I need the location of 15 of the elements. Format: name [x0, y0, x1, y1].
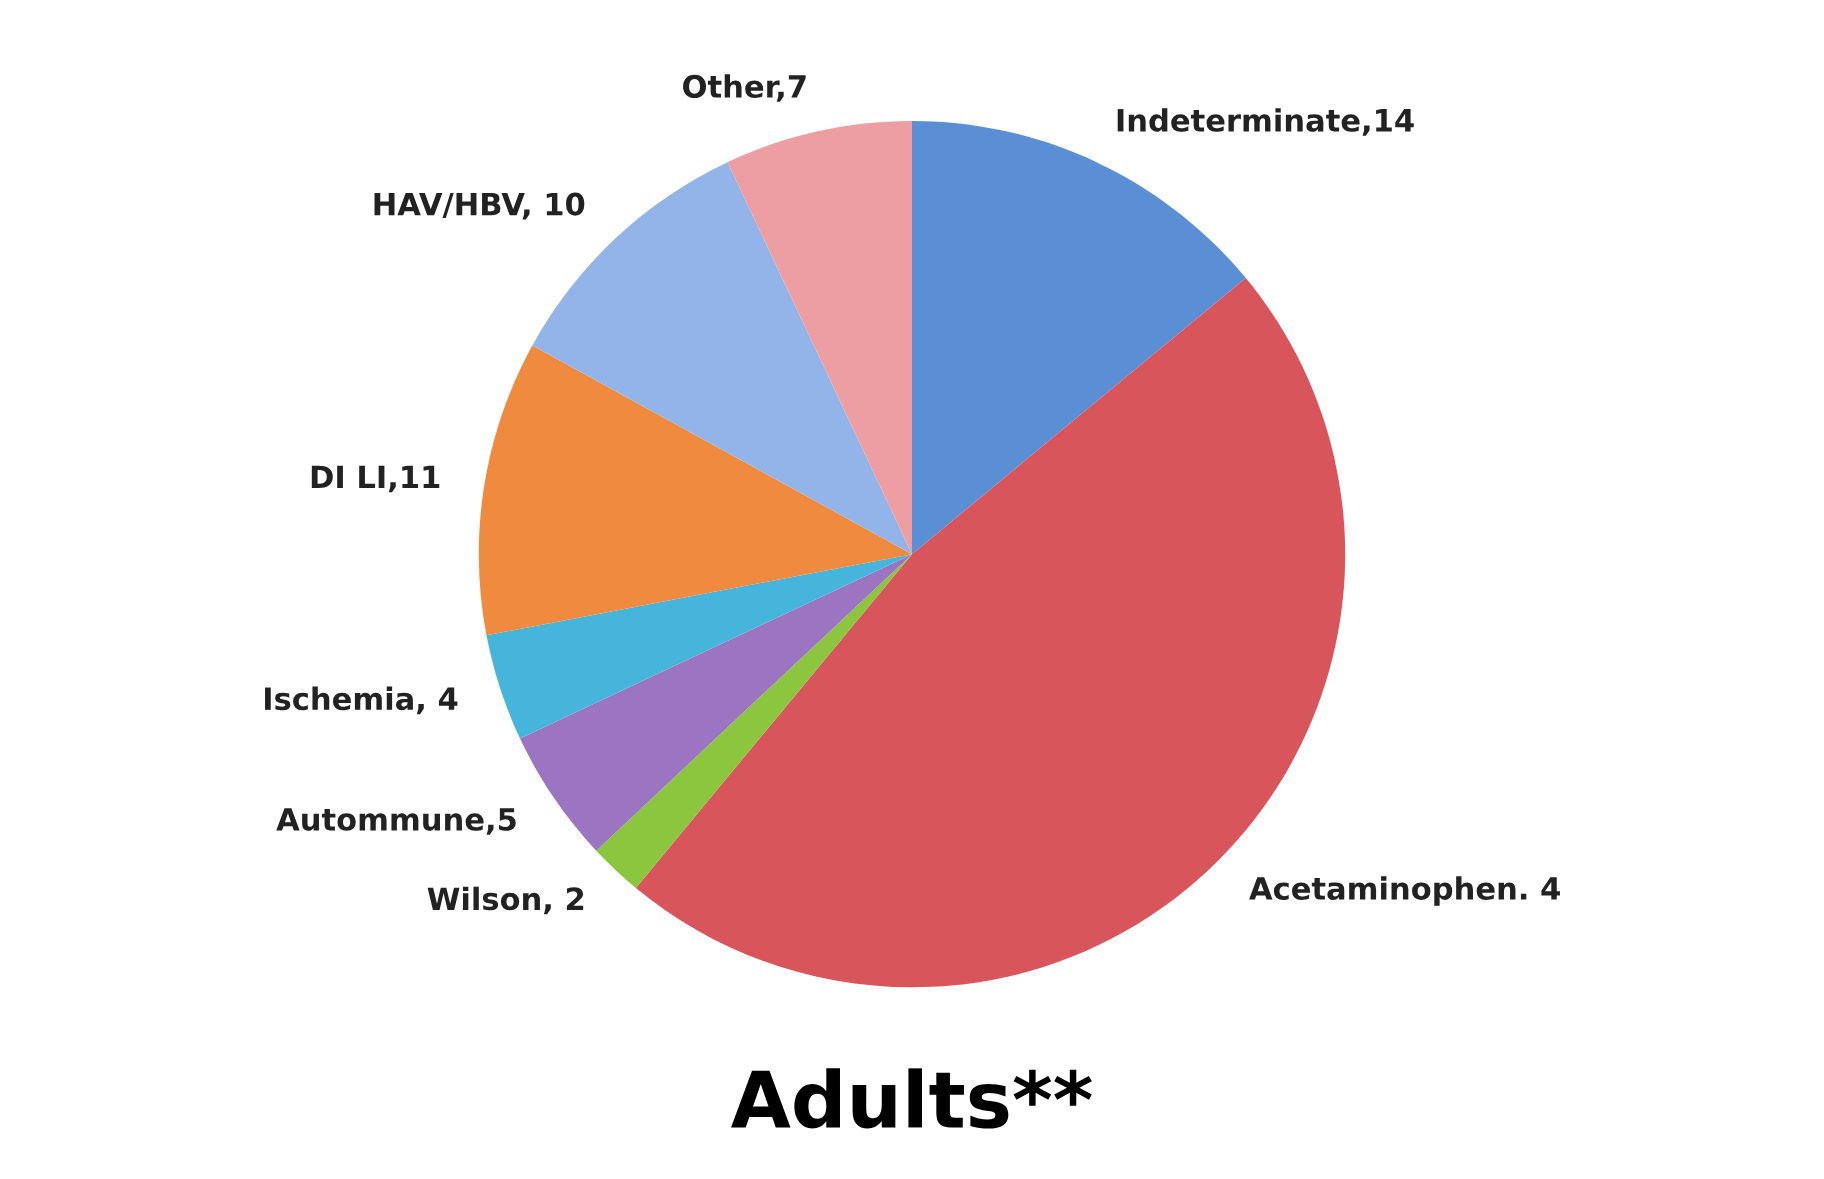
- pie-slice: [520, 554, 912, 851]
- slice-label: Acetaminophen. 4: [1249, 876, 1560, 906]
- pie-slice: [727, 120, 912, 555]
- pie-slice: [596, 554, 912, 888]
- slice-label: Other,7: [683, 74, 806, 102]
- pie-slice: [478, 345, 912, 636]
- text: Adults**: [731, 1068, 1092, 1129]
- slice-label: Indeterminate,14: [1117, 108, 1414, 136]
- pie-slice: [532, 162, 912, 555]
- slice-label: Ischemia, 4: [265, 686, 458, 715]
- slice-label: DI LI,11: [311, 465, 440, 493]
- slice-label: Autommune,5: [276, 808, 516, 835]
- pie-slice: [486, 554, 912, 739]
- slice-label: Wilson, 2: [427, 886, 584, 915]
- slice-label: HAV/HBV, 10: [374, 192, 585, 220]
